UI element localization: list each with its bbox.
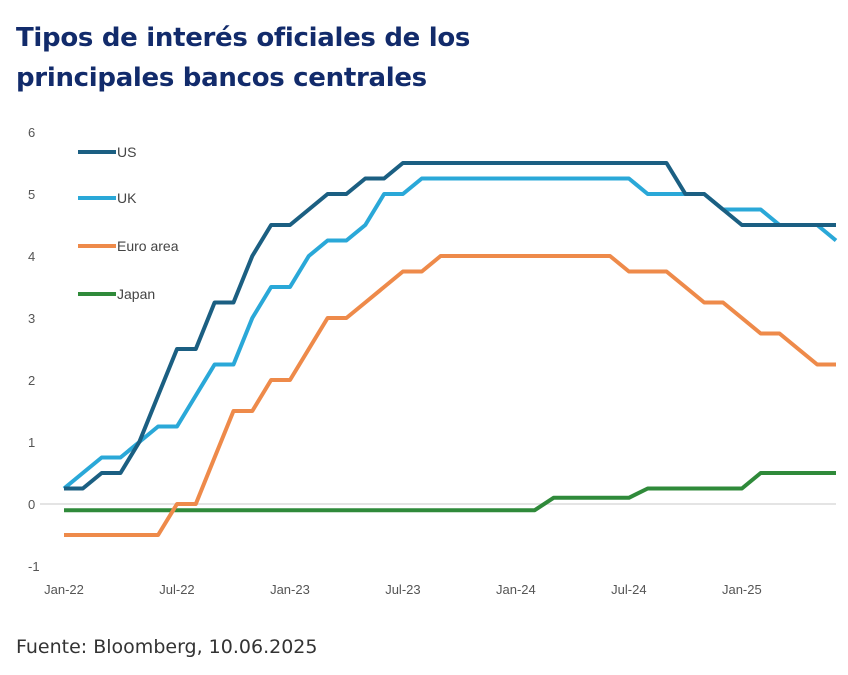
source-note: Fuente: Bloomberg, 10.06.2025 [16,636,318,658]
y-tick-label: 0 [28,497,35,512]
series-lines [62,161,838,537]
x-tick-label: Jan-23 [270,582,310,597]
y-tick-label: 4 [28,249,35,264]
series-line-euro-area [64,254,836,537]
legend-label-japan: Japan [117,286,155,302]
title-line-2: principales bancos centrales [16,63,427,93]
x-tick-label: Jan-22 [44,582,84,597]
legend: US UK Euro area Japan [78,144,179,302]
series-line-us [64,161,836,491]
series-line-uk [62,176,838,491]
title-line-1: Tipos de interés oficiales de los [16,23,471,53]
legend-label-uk: UK [117,190,137,206]
y-tick-label: 5 [28,187,35,202]
y-tick-label: 1 [28,435,35,450]
x-tick-label: Jul-23 [385,582,420,597]
y-tick-label: 3 [28,311,35,326]
line-chart: -1 0 1 2 3 4 5 6 Jan-22 Jul-22 Jan-23 Jul-23 Jan-24… [28,125,838,597]
x-tick-label: Jan-24 [496,582,536,597]
y-tick-label: 2 [28,373,35,388]
x-tick-label: Jul-22 [159,582,194,597]
legend-label-us: US [117,144,136,160]
x-tick-label: Jul-24 [611,582,646,597]
y-tick-label: 6 [28,125,35,140]
x-tick-label: Jan-25 [722,582,762,597]
legend-label-euro-area: Euro area [117,238,179,254]
series-line-japan [64,471,836,513]
y-tick-label: -1 [28,559,40,574]
y-axis-ticks: -1 0 1 2 3 4 5 6 [28,125,40,574]
x-axis-ticks: Jan-22 Jul-22 Jan-23 Jul-23 Jan-24 Jul-24 Jan-… [44,582,762,597]
chart-title: Tipos de interés oficiales de los princi… [16,18,470,98]
